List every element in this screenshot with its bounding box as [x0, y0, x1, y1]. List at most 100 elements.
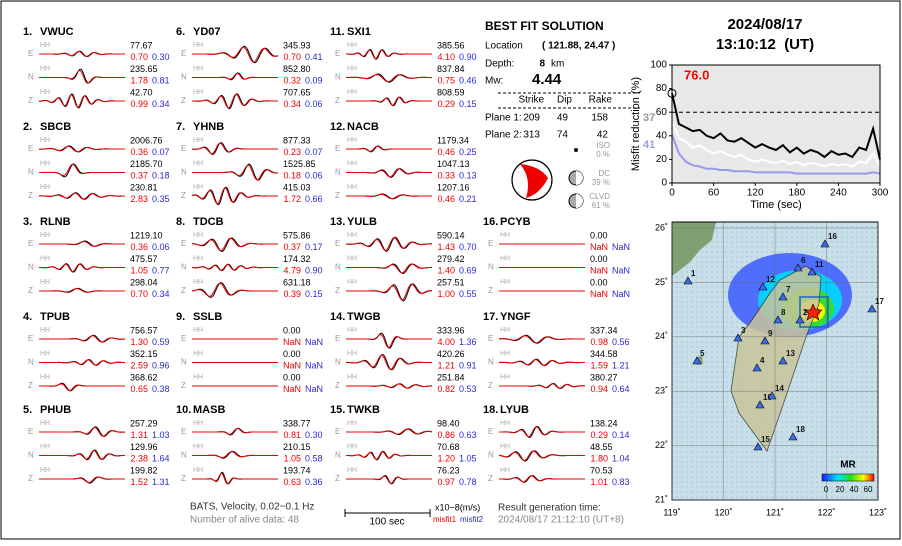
component: Z: [28, 286, 33, 295]
lon-label: 122˚: [817, 507, 835, 517]
x-tick-label: 300: [872, 188, 889, 199]
station-name: LYUB: [500, 404, 529, 416]
misfit1: NaN: [283, 360, 301, 370]
amplitude: 575.86: [283, 230, 311, 240]
component: E: [28, 144, 33, 153]
lon-label: 119˚: [663, 507, 680, 517]
y-axis-label: Misfit reduction (%): [630, 77, 642, 171]
component: N: [181, 168, 187, 177]
station-index: 14.: [330, 311, 345, 323]
waveform-synthetic: [39, 263, 125, 273]
component: E: [335, 427, 340, 436]
component: E: [181, 49, 186, 58]
mt-value: 0 %: [596, 150, 610, 159]
scale-label: 100 sec: [369, 517, 404, 528]
misfit1: 4.00: [437, 337, 455, 347]
waveform-synthetic: [498, 335, 585, 344]
y-tick-label: 80: [656, 83, 668, 94]
misfit1: NaN: [283, 384, 301, 394]
misfit2: 0.41: [305, 52, 323, 62]
amplitude: 1047.13: [437, 159, 470, 169]
colorbar: [821, 473, 875, 482]
misfit1: 0.29: [437, 99, 455, 109]
component: E: [181, 144, 186, 153]
mw: 4.44: [532, 71, 562, 88]
waveform-synthetic: [39, 94, 125, 108]
amplitude: 631.18: [283, 277, 311, 287]
gen-time: 2024/08/17 21:12:10 (UT+8): [498, 515, 624, 526]
x-tick-label: 180: [788, 188, 805, 199]
location: ( 121.88, 24.47 ): [542, 41, 615, 52]
channel: HH: [500, 420, 510, 427]
x-axis-label: Time (sec): [750, 199, 802, 211]
amplitude: 1525.85: [283, 159, 316, 169]
event-box: [799, 296, 829, 328]
misfit2: 0.69: [459, 265, 477, 275]
waveform-synthetic: [192, 72, 278, 80]
waveform-synthetic: [346, 451, 432, 460]
lon-label: 123˚: [869, 507, 887, 517]
component: Z: [335, 474, 340, 483]
misfit2: 0.78: [459, 477, 477, 487]
waveform-synthetic: [39, 50, 125, 57]
beachball-fill: [520, 164, 548, 198]
waveform-synthetic: [499, 426, 585, 438]
misfit2: 0.06: [305, 170, 323, 180]
footer-source: BATS, Velocity, 0.02~0.1 Hz: [190, 502, 314, 513]
x-tick-label: 120: [747, 188, 764, 199]
component: N: [335, 451, 341, 460]
component: Z: [28, 96, 33, 105]
station-label: 6: [801, 256, 806, 265]
misfit1: 0.29: [590, 430, 608, 440]
misfit1: 1.30: [130, 337, 148, 347]
component: E: [28, 49, 33, 58]
component: Z: [335, 381, 340, 390]
waveform-synthetic: [346, 74, 432, 83]
component: E: [28, 427, 33, 436]
amplitude: 48.55: [590, 442, 613, 452]
station-marker: [778, 292, 788, 301]
misfit1: 0.46: [437, 194, 455, 204]
amplitude: 210.15: [283, 442, 311, 452]
misfit2: 0.25: [459, 147, 477, 157]
component: Z: [181, 286, 186, 295]
waveform-synthetic: [192, 46, 279, 63]
legend-label: 20: [836, 485, 845, 494]
misfit2: 0.30: [152, 52, 170, 62]
component: Z: [181, 191, 186, 200]
channel: HH: [347, 279, 357, 286]
station-index: 6.: [176, 26, 185, 38]
station-marker: [788, 432, 798, 441]
lat-label: 25˚: [655, 277, 668, 287]
waveform-synthetic: [192, 472, 278, 485]
misfit1: 1.59: [590, 360, 608, 370]
mainland: [672, 222, 716, 276]
misfit2: 0.53: [459, 384, 477, 394]
station-marker: [767, 391, 777, 400]
station-label: 2: [803, 308, 808, 317]
misfit1: NaN: [590, 265, 608, 275]
station-name: TPUB: [40, 311, 70, 323]
misfit1: 0.36: [130, 242, 148, 252]
plane-value: 74: [557, 130, 569, 141]
plane-value: 42: [597, 130, 609, 141]
misfit2: NaN: [612, 265, 630, 275]
channel: HH: [500, 255, 510, 262]
gen-label: Result generation time:: [498, 503, 601, 514]
component: Z: [335, 191, 340, 200]
component: N: [488, 358, 494, 367]
station-name: MASB: [193, 404, 225, 416]
channel: HH: [193, 350, 203, 357]
component: Z: [181, 381, 186, 390]
channel: HH: [500, 374, 510, 381]
component: E: [488, 334, 493, 343]
amplitude: 235.65: [130, 64, 158, 74]
misfit2: 0.17: [305, 242, 323, 252]
amplitude: 590.14: [437, 230, 465, 240]
amplitude: 415.03: [283, 182, 311, 192]
y-tick-label: 0: [661, 178, 667, 189]
legend-misfit2: misfit2: [460, 515, 484, 524]
component: N: [488, 263, 494, 272]
waveform-synthetic: [499, 383, 586, 389]
